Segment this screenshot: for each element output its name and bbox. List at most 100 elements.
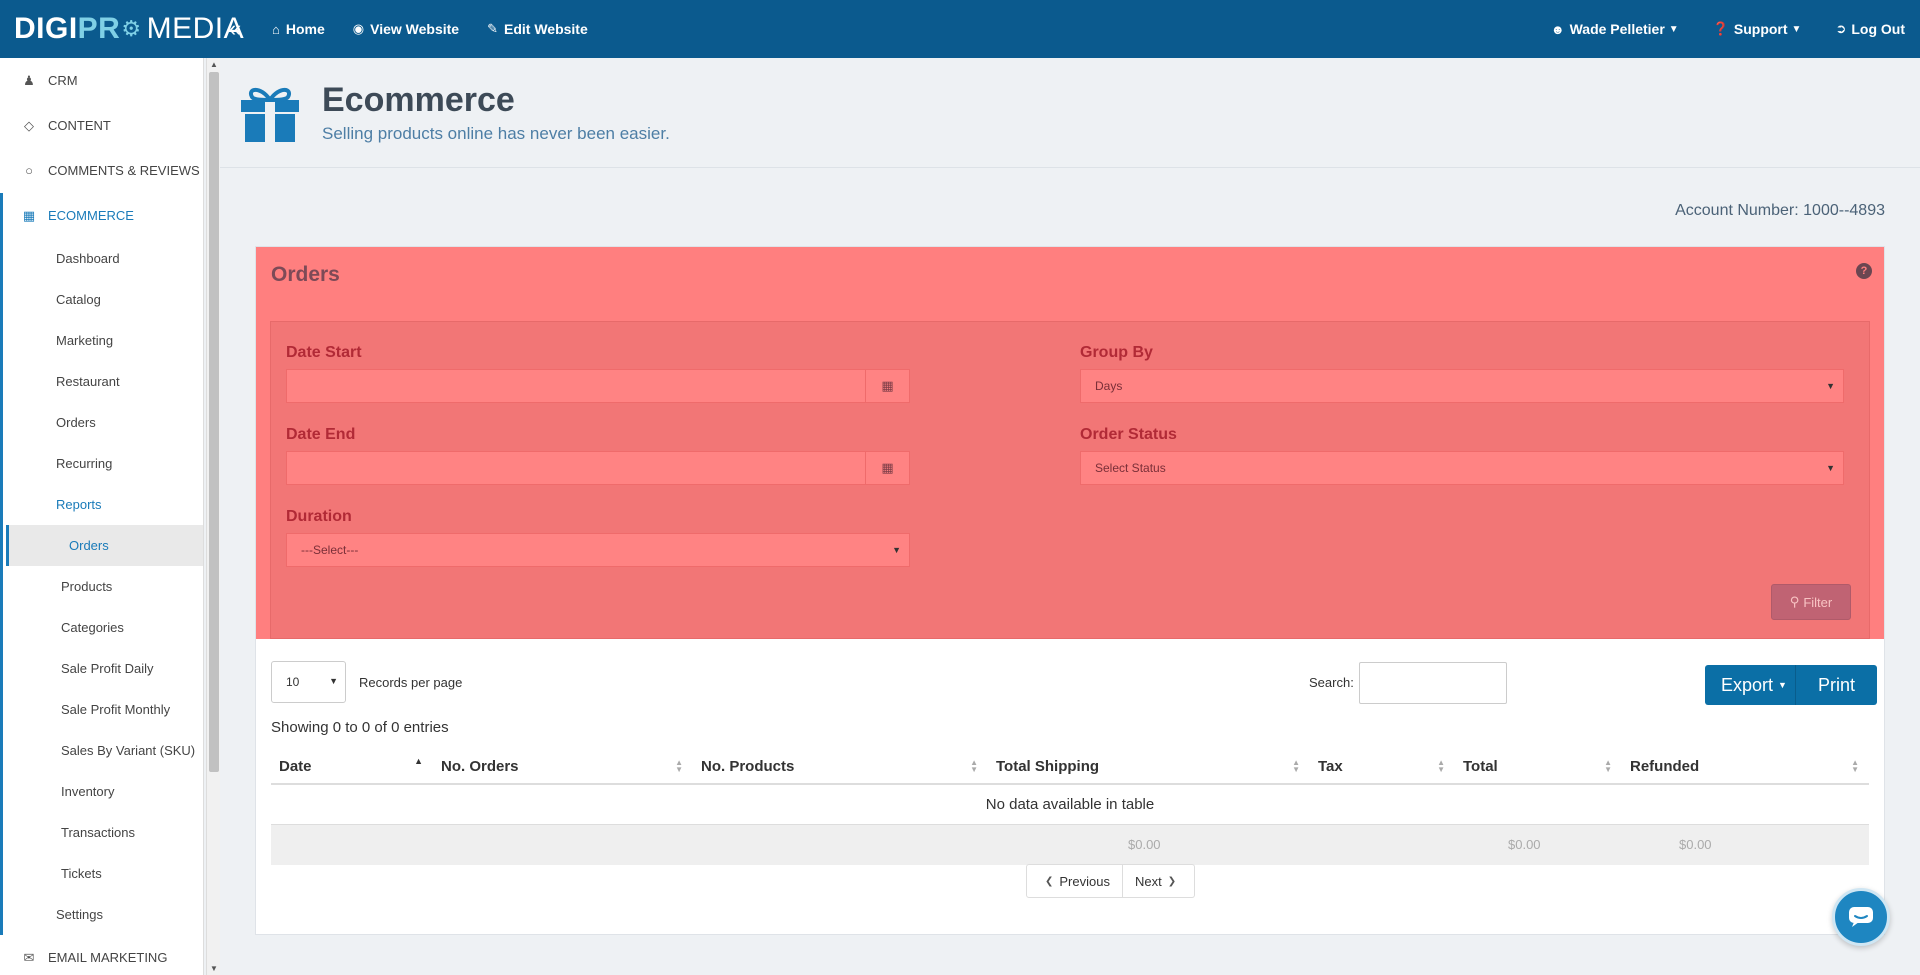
column-header-no-products[interactable]: No. Products ▲ ▼ [693,749,988,783]
chat-button[interactable] [1832,888,1890,946]
column-header-label: Total [1463,757,1498,775]
sort-icon: ▲ ▼ [1292,758,1300,774]
page-heading-block: Ecommerce Selling products online has ne… [322,81,670,144]
sidebar-item-comments-reviews[interactable]: ○ COMMENTS & REVIEWS [0,148,203,193]
user-menu[interactable]: ☻ Wade Pelletier ▼ [1551,21,1679,37]
column-header-tax[interactable]: Tax ▲ ▼ [1310,749,1455,783]
question-icon: ❓ [1712,21,1729,36]
date-start-label: Date Start [286,344,362,361]
pagination: ❮ Previous Next ❯ [1026,864,1196,898]
nav-home[interactable]: ⌂ Home [272,21,325,37]
filter-button-label: Filter [1803,594,1833,610]
sidebar-item-label: CONTENT [48,118,111,133]
previous-button[interactable]: ❮ Previous [1026,864,1123,898]
export-button[interactable]: Export ▼ [1705,665,1796,705]
chevron-left-icon: ❮ [1045,875,1054,887]
sidebar-item-recurring[interactable]: Recurring [56,456,113,471]
sidebar-item-settings[interactable]: Settings [56,907,103,922]
duration-label: Duration [286,508,352,525]
collapse-sidebar-button[interactable]: « [228,16,242,41]
sidebar: ♟ CRM ◇ CONTENT ○ COMMENTS & REVIEWS ▦ E… [0,58,204,975]
next-button[interactable]: Next ❯ [1122,864,1196,898]
duration-select[interactable]: ---Select--- ▼ [286,533,910,567]
sidebar-item-report-sales-by-variant[interactable]: Sales By Variant (SKU) [61,743,196,758]
brand-logo[interactable]: DIGI PR ⚙ MEDIA [0,0,244,58]
sidebar-item-marketing[interactable]: Marketing [56,333,114,348]
scroll-down-icon[interactable]: ▼ [210,964,218,973]
sidebar-item-report-transactions[interactable]: Transactions [61,825,135,840]
home-icon: ⌂ [272,21,280,37]
column-header-total-shipping[interactable]: Total Shipping ▲ ▼ [988,749,1310,783]
filter-button[interactable]: ⚲ Filter [1771,584,1851,620]
date-end-input[interactable]: ▦ [286,451,910,485]
print-button[interactable]: Print [1796,665,1877,705]
column-header-label: No. Orders [441,757,519,775]
search-input[interactable] [1359,662,1507,704]
logout-label: Log Out [1851,21,1905,37]
gift-icon [238,81,302,145]
column-header-total[interactable]: Total ▲ ▼ [1455,749,1622,783]
export-print-group: Export ▼ Print [1705,665,1877,705]
sidebar-item-catalog[interactable]: Catalog [56,292,101,307]
sidebar-item-ecommerce[interactable]: ▦ ECOMMERCE [3,193,203,238]
column-header-label: Total Shipping [996,757,1100,775]
gift-icon: ▦ [22,207,36,223]
sidebar-item-report-orders[interactable]: Orders [6,525,203,566]
eye-icon: ◉ [352,21,365,36]
sidebar-item-label: CRM [48,73,78,88]
nav-view-website[interactable]: ◉ View Website [353,21,459,37]
brand-part-1: DIGI [14,12,78,45]
column-header-date[interactable]: Date ▲ [271,749,433,783]
sort-icon: ▲ ▼ [1604,758,1612,774]
column-header-no-orders[interactable]: No. Orders ▲ ▼ [433,749,693,783]
filter-form: Date Start ▦ Date End ▦ Duration ---Sele… [270,321,1870,639]
records-per-page-select[interactable]: 10 ▼ [271,661,346,703]
sidebar-item-reports[interactable]: Reports [56,497,102,512]
sidebar-item-report-inventory[interactable]: Inventory [61,784,115,799]
sidebar-item-email-marketing[interactable]: ✉ EMAIL MARKETING [0,935,203,975]
sidebar-scrollbar[interactable]: ▲ ▼ [206,58,220,975]
help-icon[interactable]: ? [1856,263,1872,279]
nav-home-label: Home [285,21,325,37]
order-status-selected: Select Status [1095,461,1166,475]
sidebar-item-crm[interactable]: ♟ CRM [0,58,203,103]
support-label: Support [1733,21,1788,37]
date-start-input[interactable]: ▦ [286,369,910,403]
previous-label: Previous [1059,873,1110,889]
nav-view-website-label: View Website [370,21,460,37]
sidebar-item-report-tickets[interactable]: Tickets [61,866,102,881]
logout-link[interactable]: ➲ Log Out [1835,21,1905,37]
calendar-icon[interactable]: ▦ [865,452,909,484]
sidebar-item-restaurant[interactable]: Restaurant [56,374,120,389]
sidebar-item-content[interactable]: ◇ CONTENT [0,103,203,148]
sidebar-item-report-sale-profit-monthly[interactable]: Sale Profit Monthly [61,702,171,717]
sidebar-item-report-products[interactable]: Products [61,579,113,594]
sidebar-item-orders[interactable]: Orders [56,415,96,430]
dropdown-arrow-icon: ▼ [329,676,338,686]
orders-panel: Orders ? Date Start ▦ Date End ▦ Duratio… [255,246,1885,935]
support-menu[interactable]: ❓ Support ▼ [1713,21,1802,37]
column-header-refunded[interactable]: Refunded ▲ ▼ [1622,749,1869,783]
sidebar-item-report-sale-profit-daily[interactable]: Sale Profit Daily [61,661,154,676]
sort-icon: ▲ ▼ [970,758,978,774]
order-status-select[interactable]: Select Status ▼ [1080,451,1844,485]
account-number: Account Number: 1000--4893 [1675,202,1885,219]
user-name: Wade Pelletier [1569,21,1665,37]
sidebar-item-report-categories[interactable]: Categories [61,620,124,635]
calendar-icon[interactable]: ▦ [865,370,909,402]
diamond-icon: ◇ [24,117,34,133]
nav-edit-website[interactable]: ✎ Edit Website [487,21,588,37]
scroll-up-icon[interactable]: ▲ [210,60,218,69]
dropdown-arrow-icon: ▼ [1826,381,1835,391]
date-end-label: Date End [286,426,356,443]
comment-icon: ○ [25,163,33,178]
users-icon: ♟ [23,72,35,88]
records-per-page-label: Records per page [359,675,463,690]
chevron-right-icon: ❯ [1167,875,1177,887]
panel-title: Orders [271,263,340,286]
scrollbar-thumb[interactable] [209,72,219,772]
sidebar-item-dashboard[interactable]: Dashboard [56,251,120,266]
page-subtitle: Selling products online has never been e… [322,124,670,143]
entries-info: Showing 0 to 0 of 0 entries [271,719,449,736]
group-by-select[interactable]: Days ▼ [1080,369,1844,403]
